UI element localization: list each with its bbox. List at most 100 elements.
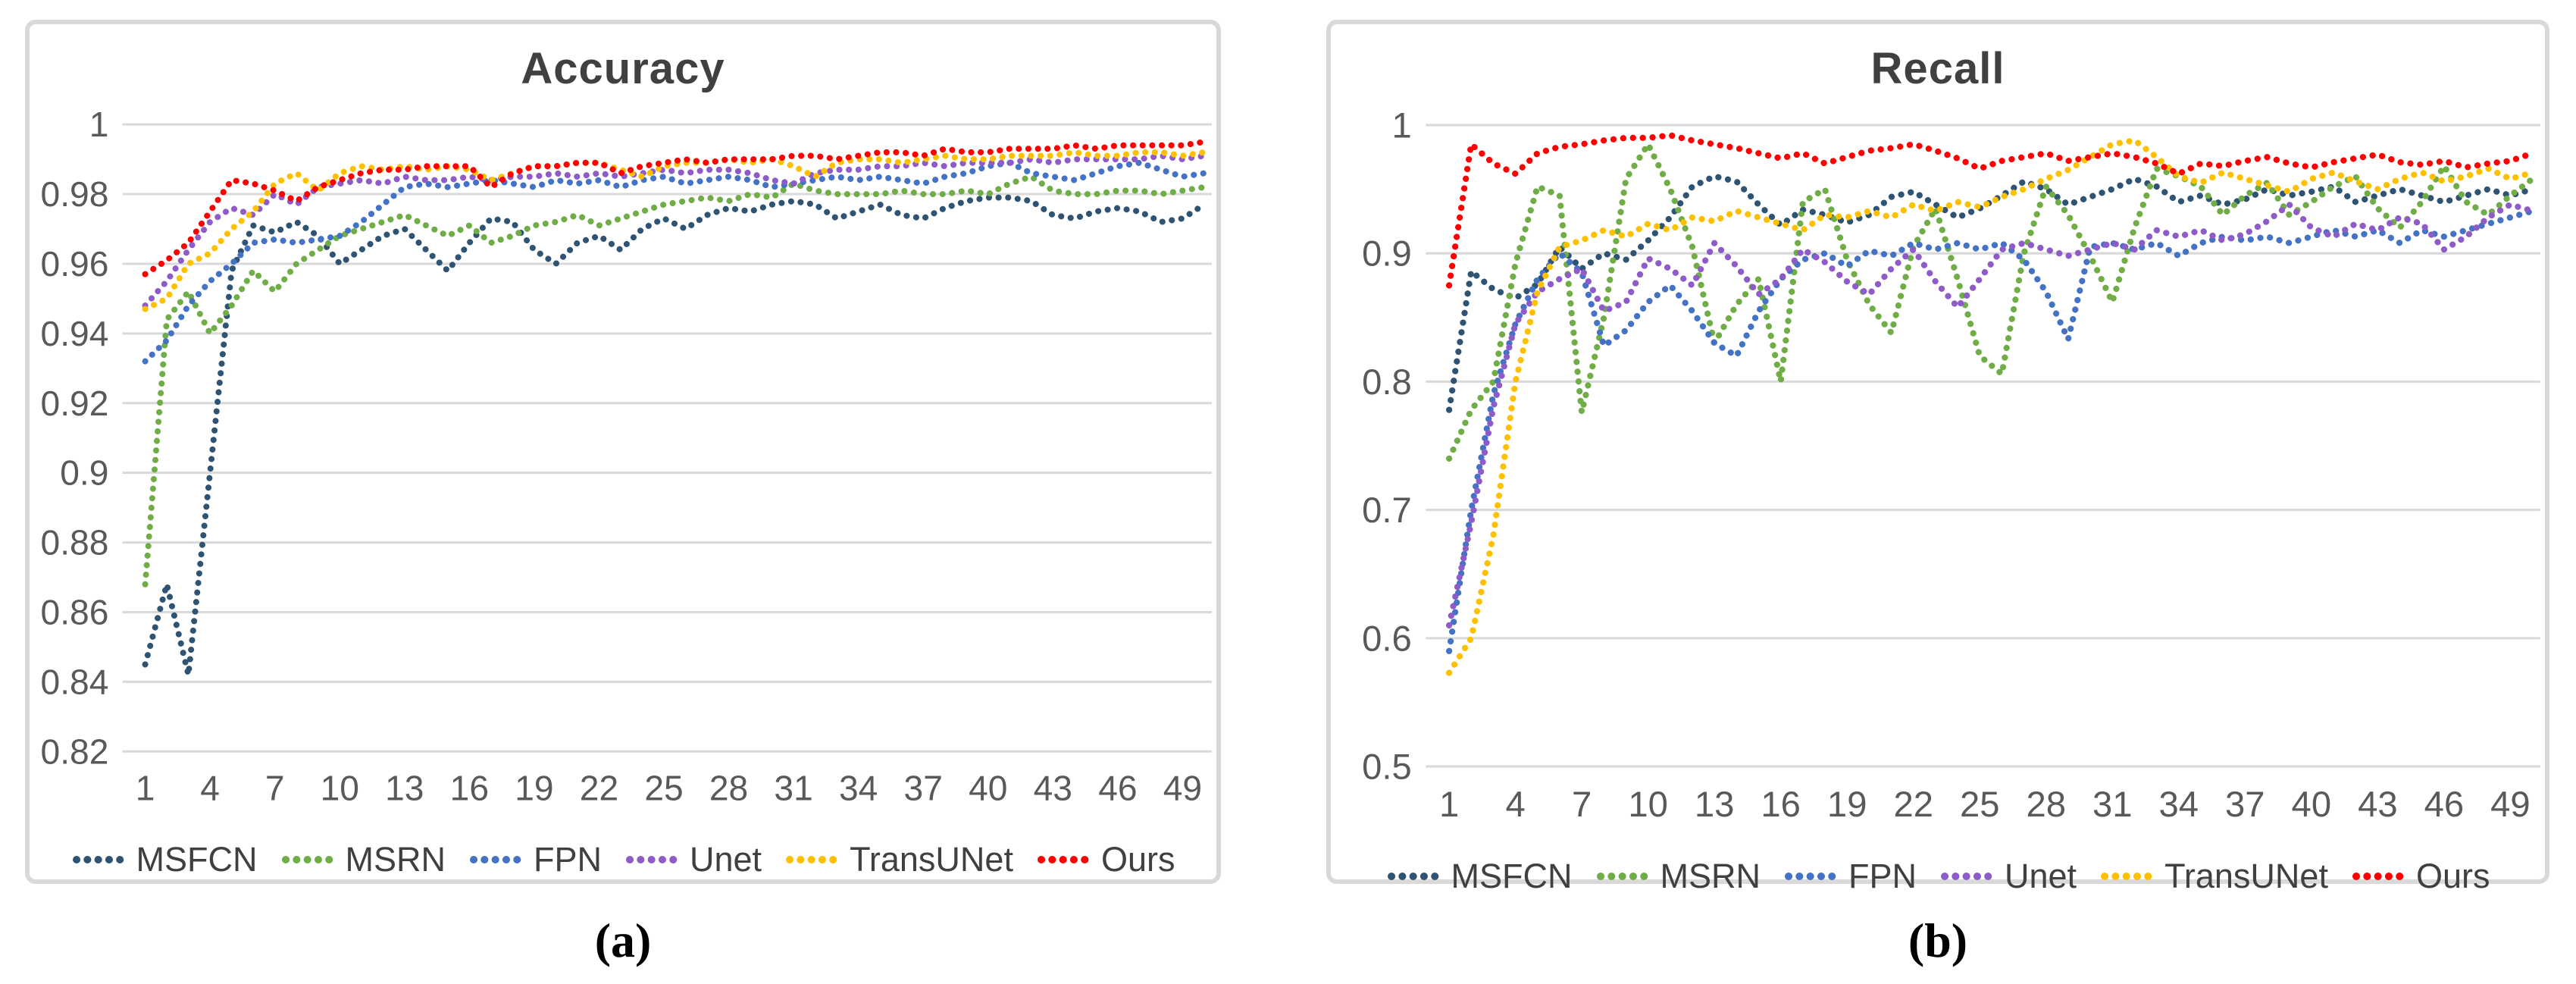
series-line-msfcn [1445, 173, 2536, 413]
legend-label: TransUNet [850, 839, 1013, 879]
x-tick-label: 37 [2225, 785, 2265, 825]
legend-dotted-line-icon [786, 855, 843, 863]
x-tick-label: 7 [1572, 785, 1592, 825]
y-tick-label: 0.6 [1362, 619, 1412, 659]
legend-item-ours: Ours [2351, 857, 2490, 896]
recall-chart-title: Recall [1870, 44, 2005, 93]
legend-label: Unet [690, 839, 762, 879]
x-tick-label: 10 [1628, 785, 1668, 825]
x-tick-label: 4 [1505, 785, 1525, 825]
x-tick-label: 13 [385, 769, 424, 808]
x-tick-label: 43 [1034, 769, 1072, 808]
x-tick-label: 28 [709, 769, 748, 808]
legend-item-msrn: MSRN [280, 840, 446, 879]
x-tick-label: 31 [2092, 785, 2133, 825]
y-tick-label: 0.96 [41, 244, 109, 284]
series-line-msfcn [142, 194, 1207, 678]
caption-b: (b) [1908, 913, 1968, 967]
legend-label: FPN [1848, 857, 1917, 896]
x-tick-label: 7 [265, 769, 285, 808]
legend-dotted-line-icon [2352, 873, 2409, 881]
x-tick-label: 4 [200, 769, 220, 808]
series-line-ours [1445, 132, 2536, 289]
x-tick-label: 22 [1893, 785, 1933, 825]
legend-label: TransUNet [2164, 857, 2328, 896]
legend-item-fpn: FPN [468, 840, 602, 879]
legend-item-transunet: TransUNet [2099, 857, 2328, 896]
x-tick-label: 34 [2159, 785, 2199, 825]
y-tick-label: 0.86 [41, 593, 109, 632]
y-tick-label: 0.84 [41, 662, 109, 701]
series-line-fpn [1445, 208, 2536, 654]
series-line-ours [142, 139, 1207, 277]
caption-a: (a) [594, 913, 652, 967]
x-tick-label: 37 [904, 769, 943, 808]
legend-label: FPN [534, 839, 602, 879]
x-tick-label: 25 [1960, 785, 2000, 825]
recall-chart-panel: Recall 1 0.9 0.8 0.7 0.6 0.5 1 4 7 10 13 16 19 22 25 28… [1326, 20, 2549, 895]
accuracy-legend: MSFCN MSRN FPN Unet TransUNet Ours [30, 840, 1216, 879]
x-tick-label: 1 [1439, 785, 1459, 825]
x-tick-label: 16 [1761, 785, 1801, 825]
y-tick-label: 0.94 [41, 314, 109, 353]
legend-label: Ours [2415, 857, 2490, 896]
accuracy-chart-title: Accuracy [521, 44, 725, 93]
legend-label: MSRN [345, 839, 446, 879]
legend-item-unet: Unet [624, 840, 762, 879]
x-tick-label: 22 [580, 769, 618, 808]
x-tick-label: 1 [136, 769, 155, 808]
series-line-msrn [142, 174, 1207, 588]
series-line-transunet [142, 149, 1207, 312]
series-line-unet [1445, 201, 2536, 629]
recall-plot-area: 1 0.9 0.8 0.7 0.6 0.5 1 4 7 10 13 16 19 22 25 28 31 34 37 4… [1362, 105, 2540, 825]
y-tick-label: 0.7 [1362, 490, 1412, 531]
x-tick-label: 40 [2292, 785, 2332, 825]
x-tick-label: 40 [969, 769, 1007, 808]
legend-item-unet: Unet [1939, 857, 2077, 896]
series-line-transunet [1445, 137, 2536, 676]
y-tick-label: 1 [1392, 105, 1412, 146]
x-tick-label: 46 [1098, 769, 1137, 808]
legend-dotted-line-icon [1941, 873, 1997, 881]
x-tick-label: 49 [2490, 785, 2531, 825]
y-tick-label: 0.98 [41, 174, 109, 214]
legend-item-msfcn: MSFCN [71, 840, 258, 879]
x-tick-label: 34 [839, 769, 878, 808]
legend-dotted-line-icon [281, 855, 338, 863]
series-line-fpn [142, 159, 1207, 365]
y-tick-label: 0.92 [41, 384, 109, 423]
x-tick-label: 19 [1827, 785, 1867, 825]
legend-dotted-line-icon [1037, 855, 1094, 863]
accuracy-chart-panel: Accuracy 1 0.98 0.96 0.94 0.92 0.9 0.88 0.86 0.8… [25, 20, 1221, 884]
y-tick-label: 0.82 [41, 732, 109, 771]
legend-dotted-line-icon [1785, 873, 1841, 881]
x-tick-label: 28 [2026, 785, 2066, 825]
legend-item-transunet: TransUNet [784, 840, 1013, 879]
y-tick-label: 0.9 [1362, 234, 1412, 274]
x-tick-label: 16 [450, 769, 489, 808]
legend-dotted-line-icon [2101, 873, 2158, 881]
legend-label: Unet [2005, 857, 2077, 896]
x-tick-label: 31 [774, 769, 812, 808]
legend-item-ours: Ours [1036, 840, 1175, 879]
legend-label: MSRN [1660, 857, 1761, 896]
legend-item-fpn: FPN [1783, 857, 1917, 896]
y-tick-label: 1 [89, 105, 109, 144]
x-tick-label: 43 [2358, 785, 2398, 825]
legend-dotted-line-icon [1387, 873, 1444, 881]
x-tick-label: 49 [1163, 769, 1202, 808]
x-tick-label: 19 [515, 769, 553, 808]
legend-dotted-line-icon [470, 855, 526, 863]
series-line-msrn [1445, 141, 2536, 462]
y-tick-label: 0.5 [1362, 747, 1412, 788]
legend-label: MSFCN [1451, 857, 1573, 896]
legend-dotted-line-icon [72, 855, 129, 863]
legend-dotted-line-icon [626, 855, 682, 863]
x-tick-label: 46 [2424, 785, 2465, 825]
legend-item-msfcn: MSFCN [1386, 857, 1573, 896]
legend-label: MSFCN [136, 839, 258, 879]
legend-dotted-line-icon [1596, 873, 1653, 881]
legend-label: Ours [1100, 839, 1175, 879]
y-tick-label: 0.88 [41, 523, 109, 563]
